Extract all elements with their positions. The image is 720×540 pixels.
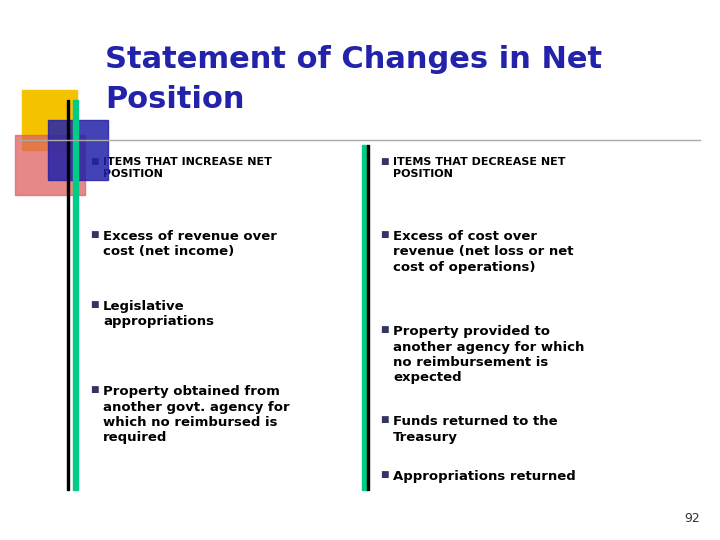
Text: ■: ■ [380,230,389,239]
Bar [367,145,369,490]
Text: ■: ■ [380,325,389,334]
Text: Appropriations returned: Appropriations returned [393,470,576,483]
Text: Statement of Changes in Net: Statement of Changes in Net [105,45,602,74]
Text: Position: Position [105,85,245,114]
Text: ■: ■ [380,470,389,479]
Bar [22,90,77,150]
Text: 92: 92 [684,512,700,525]
Text: ■: ■ [380,157,389,166]
Text: Property obtained from
another govt. agency for
which no reimbursed is
required: Property obtained from another govt. age… [103,385,289,444]
Text: ■: ■ [90,230,99,239]
Text: ITEMS THAT INCREASE NET
POSITION: ITEMS THAT INCREASE NET POSITION [103,157,272,179]
Text: ■: ■ [90,300,99,309]
Text: Funds returned to the
Treasury: Funds returned to the Treasury [393,415,557,443]
Bar [73,100,78,490]
Text: ■: ■ [380,415,389,424]
Text: ■: ■ [90,385,99,394]
Text: ITEMS THAT DECREASE NET
POSITION: ITEMS THAT DECREASE NET POSITION [393,157,565,179]
Bar [362,145,367,490]
Text: Excess of revenue over
cost (net income): Excess of revenue over cost (net income) [103,230,277,259]
Text: ■: ■ [90,157,99,166]
Bar [15,135,85,195]
Text: Property provided to
another agency for which
no reimbursement is
expected: Property provided to another agency for … [393,325,585,384]
Bar [48,120,108,180]
Bar [67,100,69,490]
Text: Excess of cost over
revenue (net loss or net
cost of operations): Excess of cost over revenue (net loss or… [393,230,574,274]
Text: Legislative
appropriations: Legislative appropriations [103,300,214,328]
